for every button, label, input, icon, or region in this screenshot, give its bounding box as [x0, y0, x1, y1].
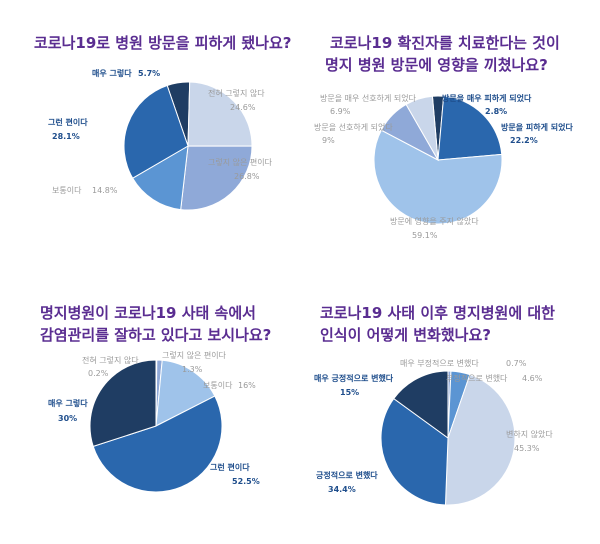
- chart-4-title-line-2: 인식이 어떻게 변화했나요?: [320, 326, 491, 344]
- chart-2-value-2: 22.2%: [510, 136, 538, 145]
- chart-2-title-line-1: 코로나19 확진자를 치료한다는 것이: [330, 34, 560, 52]
- chart-3-label-4: 그런 편이다: [210, 462, 250, 472]
- chart-4-title-line-1: 코로나19 사태 이후 명지병원에 대한: [320, 304, 555, 322]
- chart-2-label-4: 방문을 선호하게 되었다: [314, 122, 393, 132]
- chart-4-value-4: 34.4%: [328, 485, 356, 494]
- chart-2-slice-3: [373, 129, 503, 225]
- chart-4-slice-5: [393, 370, 449, 439]
- chart-1-value-1: 5.7%: [138, 69, 160, 78]
- chart-3-value-3: 16%: [238, 381, 256, 390]
- chart-4-label-1: 매우 부정적으로 변했다: [400, 358, 479, 368]
- chart-2-slice-5: [405, 95, 439, 161]
- chart-4-value-3: 45.3%: [514, 444, 540, 453]
- chart-3-slice-3: [155, 359, 216, 427]
- chart-1-slice-5: [123, 84, 189, 179]
- chart-1-label-1: 매우 그렇다: [92, 68, 132, 78]
- chart-3-label-1: 전혀 그렇지 않다: [82, 355, 139, 365]
- chart-2-value-5: 6.9%: [330, 107, 351, 116]
- chart-2-slice-2: [437, 95, 503, 161]
- chart-4-label-4: 긍정적으로 변했다: [316, 470, 378, 480]
- chart-3-label-3: 보통이다: [203, 380, 233, 390]
- chart-2-value-1: 2.8%: [485, 107, 507, 116]
- chart-1-label-5: 그런 편이다: [48, 117, 88, 127]
- chart-3-label-2: 그렇지 않은 편이다: [162, 350, 227, 360]
- chart-1-slice-2: [187, 81, 253, 147]
- chart-4-value-1: 0.7%: [506, 359, 527, 368]
- chart-1-value-4: 14.8%: [92, 186, 118, 195]
- chart-3-value-1: 0.2%: [88, 369, 109, 378]
- chart-3-title-line-2: 감염관리를 잘하고 있다고 보시나요?: [40, 326, 272, 344]
- chart-4-value-2: 4.6%: [522, 374, 543, 383]
- chart-1-slice-3: [180, 145, 253, 211]
- chart-3-label-5: 매우 그렇다: [48, 398, 88, 408]
- chart-2-label-1: 방문을 매우 피하게 되었다: [442, 93, 532, 103]
- chart-3-slice-5: [89, 359, 157, 448]
- chart-4-label-5: 매우 긍정적으로 변했다: [314, 373, 394, 383]
- chart-4-slice-3: [444, 374, 516, 506]
- chart-1-value-3: 26.8%: [234, 172, 260, 181]
- chart-2-value-4: 9%: [322, 136, 335, 145]
- chart-2-label-2: 방문을 피하게 되었다: [501, 122, 573, 132]
- chart-1-slice-4: [131, 145, 189, 211]
- chart-2-title-line-2: 명지 병원 방문에 영향을 끼쳤나요?: [325, 56, 548, 74]
- chart-3-slice-4: [92, 395, 223, 493]
- chart-2-label-5: 방문을 매우 선호하게 되었다: [320, 93, 417, 103]
- chart-1-title: 코로나19로 병원 방문을 피하게 됐나요?: [34, 34, 292, 52]
- chart-1-label-3: 그렇지 않은 편이다: [208, 157, 273, 167]
- chart-3-title-line-1: 명지병원이 코로나19 사태 속에서: [40, 304, 256, 322]
- chart-1-value-5: 28.1%: [52, 132, 80, 141]
- chart-4-label-3: 변하지 않았다: [506, 429, 553, 439]
- chart-1-label-4: 보통이다: [52, 185, 82, 195]
- chart-1-label-2: 전혀 그렇지 않다: [208, 88, 265, 98]
- chart-4-value-5: 15%: [340, 388, 359, 397]
- chart-2-value-3: 59.1%: [412, 231, 438, 240]
- chart-2-label-3: 방문에 영향을 주지 않았다: [390, 216, 479, 226]
- chart-3-value-4: 52.5%: [232, 477, 260, 486]
- chart-1-value-2: 24.6%: [230, 103, 256, 112]
- chart-4-label-2: 부정적으로 변했다: [446, 373, 508, 383]
- chart-4-slice-4: [380, 397, 449, 506]
- chart-3-value-2: 1.3%: [182, 365, 203, 374]
- chart-3-value-5: 30%: [58, 414, 77, 423]
